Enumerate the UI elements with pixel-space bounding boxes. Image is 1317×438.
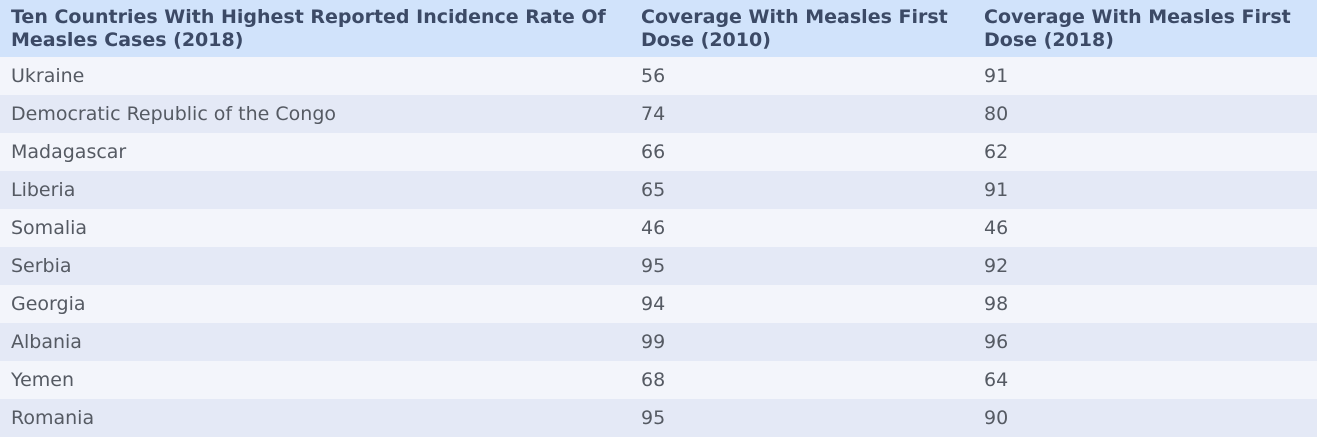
cell-coverage-2018: 46 [984,217,1009,239]
cell-country: Georgia [11,293,86,315]
cell-country: Serbia [11,255,72,277]
cell-coverage-2010: 56 [641,65,666,87]
cell-country: Romania [11,407,95,429]
cell-coverage-2018: 62 [984,141,1009,163]
table-body: Ukraine 56 91 Democratic Republic of the… [0,57,1317,437]
table-row: Yemen 68 64 [0,361,1317,399]
table-row: Democratic Republic of the Congo 74 80 [0,95,1317,133]
cell-coverage-2018: 91 [984,179,1009,201]
table-row: Albania 99 96 [0,323,1317,361]
cell-country: Madagascar [11,141,127,163]
table-header: Ten Countries With Highest Reported Inci… [0,0,1317,57]
table-row: Madagascar 66 62 [0,133,1317,171]
cell-coverage-2010: 74 [641,103,666,125]
cell-coverage-2010: 46 [641,217,666,239]
table-row: Romania 95 90 [0,399,1317,437]
table-row: Liberia 65 91 [0,171,1317,209]
cell-coverage-2018: 98 [984,293,1009,315]
cell-coverage-2018: 90 [984,407,1009,429]
header-row: Ten Countries With Highest Reported Inci… [0,0,1317,57]
header-coverage-2018: Coverage With Measles First Dose (2018) [984,5,1291,51]
cell-coverage-2018: 64 [984,369,1009,391]
cell-coverage-2010: 68 [641,369,666,391]
cell-country: Ukraine [11,65,85,87]
cell-coverage-2010: 94 [641,293,666,315]
cell-coverage-2010: 95 [641,255,666,277]
cell-coverage-2018: 91 [984,65,1009,87]
cell-coverage-2010: 65 [641,179,666,201]
cell-country: Democratic Republic of the Congo [11,103,337,125]
header-country: Ten Countries With Highest Reported Inci… [11,5,606,51]
cell-coverage-2010: 95 [641,407,666,429]
cell-coverage-2018: 96 [984,331,1009,353]
table-row: Somalia 46 46 [0,209,1317,247]
table-row: Georgia 94 98 [0,285,1317,323]
cell-country: Liberia [11,179,76,201]
cell-country: Albania [11,331,82,353]
cell-coverage-2010: 66 [641,141,666,163]
cell-country: Yemen [11,369,75,391]
table-row: Ukraine 56 91 [0,57,1317,95]
cell-coverage-2010: 99 [641,331,666,353]
table-row: Serbia 95 92 [0,247,1317,285]
cell-country: Somalia [11,217,88,239]
cell-coverage-2018: 80 [984,103,1009,125]
cell-coverage-2018: 92 [984,255,1009,277]
header-coverage-2010: Coverage With Measles First Dose (2010) [641,5,948,51]
